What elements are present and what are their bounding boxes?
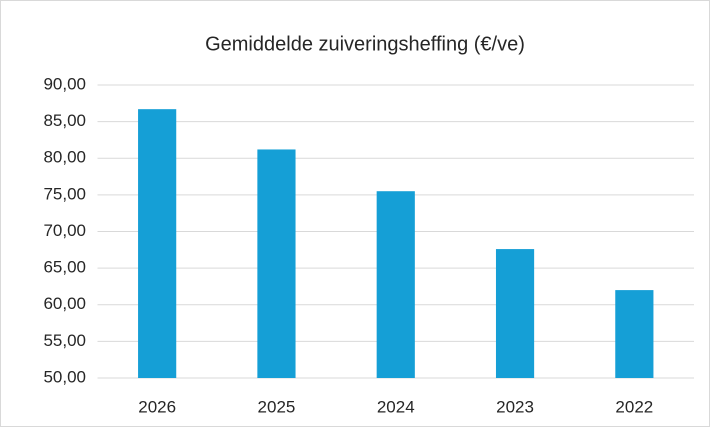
bar <box>257 149 296 378</box>
x-tick-label: 2023 <box>496 397 534 416</box>
y-tick-label: 70,00 <box>43 221 86 240</box>
x-tick-label: 2025 <box>258 397 296 416</box>
bar <box>495 249 535 378</box>
x-tick-label: 2024 <box>377 397 415 416</box>
x-tick-label: 2022 <box>615 397 653 416</box>
y-tick-label: 60,00 <box>43 294 86 313</box>
bar <box>138 109 177 379</box>
y-tick-label: 55,00 <box>43 331 86 350</box>
y-tick-label: 90,00 <box>43 74 86 93</box>
bar <box>376 191 415 378</box>
bar <box>615 290 654 378</box>
y-tick-label: 80,00 <box>43 148 86 167</box>
y-tick-label: 50,00 <box>43 367 86 386</box>
chart-title: Gemiddelde zuiveringsheffing (€/ve) <box>205 33 525 55</box>
y-tick-label: 75,00 <box>43 184 86 203</box>
y-tick-label: 65,00 <box>43 258 86 277</box>
x-tick-label: 2026 <box>138 397 176 416</box>
y-tick-label: 85,00 <box>43 111 86 130</box>
